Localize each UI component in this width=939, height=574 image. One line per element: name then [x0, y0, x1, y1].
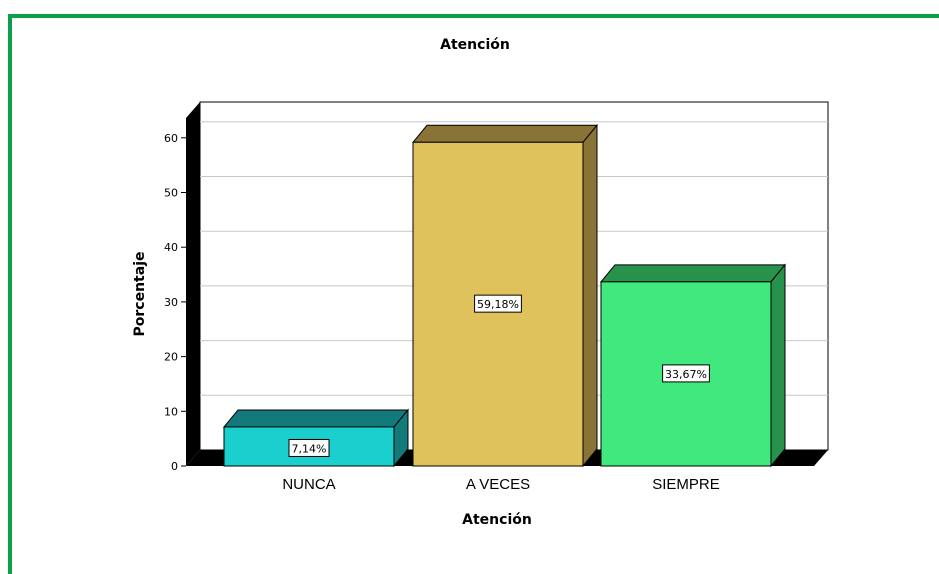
- x-tick-label: SIEMPRE: [652, 476, 720, 493]
- x-axis-title: Atención: [462, 512, 532, 528]
- y-tick-label: 50: [164, 187, 178, 200]
- chart-title: Atención: [440, 37, 510, 53]
- y-tick-label: 60: [164, 132, 178, 145]
- y-tick-label: 0: [171, 460, 178, 473]
- data-label: 59,18%: [477, 298, 519, 311]
- plot-area: 0 10 20 30 40 50 60 7,14% NUNCA 59,18% A VECES 33,6…: [164, 101, 829, 493]
- data-label-box: [662, 364, 710, 383]
- y-tick-label: 40: [164, 241, 178, 254]
- bar-top-0: [222, 409, 410, 428]
- left-wall: [186, 102, 200, 466]
- bar-top-2: [599, 264, 787, 283]
- bar-side-1: [582, 123, 598, 468]
- y-tick-label: 10: [164, 405, 178, 418]
- y-tick-label: 20: [164, 351, 178, 364]
- chart-frame: [8, 14, 939, 574]
- data-label-box: [288, 438, 330, 457]
- y-tick-label: 30: [164, 296, 178, 309]
- data-label: 33,67%: [665, 368, 707, 381]
- bar-top-1: [411, 124, 599, 143]
- y-axis-title: Porcentaje: [132, 252, 148, 337]
- x-tick-label: NUNCA: [282, 476, 335, 493]
- data-label-box: [474, 294, 522, 313]
- bar-side-2: [770, 263, 786, 468]
- data-label: 7,14%: [292, 442, 327, 455]
- x-tick-label: A VECES: [466, 476, 530, 493]
